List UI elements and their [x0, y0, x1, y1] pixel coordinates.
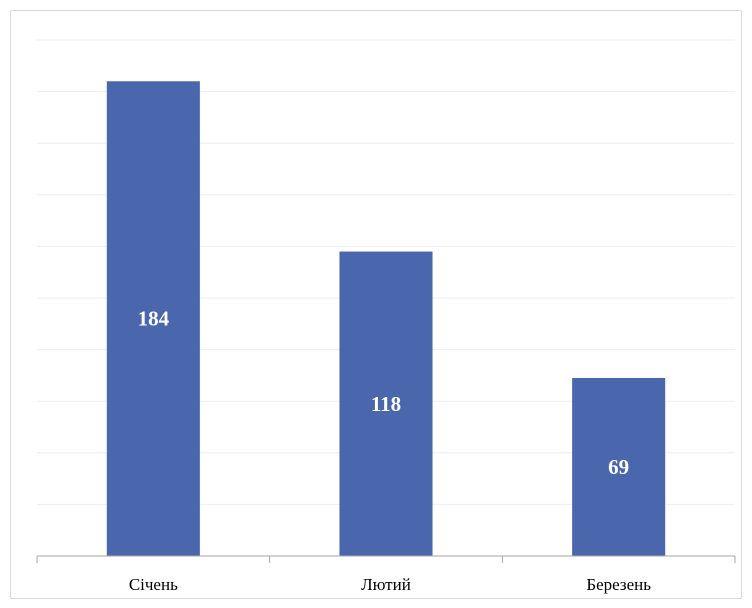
x-tick-label: Січень	[129, 575, 178, 594]
x-tick-label: Березень	[586, 575, 651, 594]
x-axis	[36, 555, 736, 563]
data-labels: 184 118 69	[138, 307, 630, 479]
x-tick-labels: Січень Лютий Березень	[129, 575, 651, 594]
bar	[106, 81, 200, 556]
bar	[339, 251, 433, 556]
data-label: 184	[138, 307, 170, 331]
data-label: 118	[371, 392, 401, 416]
x-tick-label: Лютий	[361, 575, 411, 594]
bars	[106, 81, 666, 556]
data-label: 69	[608, 455, 629, 479]
bar	[572, 377, 666, 556]
